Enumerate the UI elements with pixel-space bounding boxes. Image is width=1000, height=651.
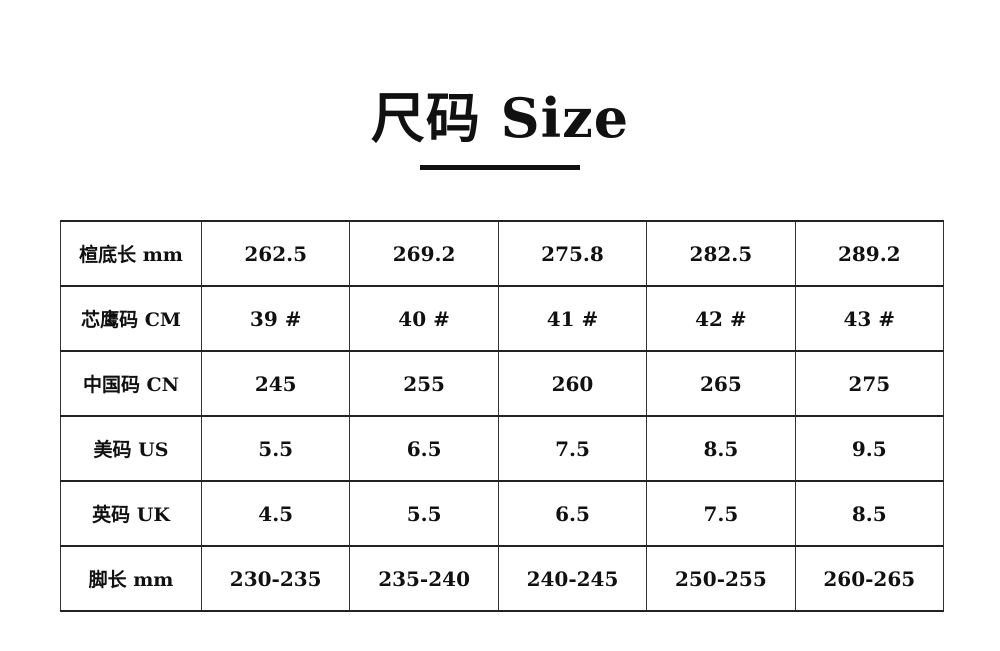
table-cell: 230-235 [200,545,351,612]
table-cell: 6.5 [497,480,648,547]
row-label: 美码 US [60,415,202,482]
table-cell: 4.5 [200,480,351,547]
table-cell: 282.5 [646,220,796,287]
row-label: 脚长 mm [60,545,202,612]
row-label: 英码 UK [60,480,202,547]
table-cell: 9.5 [794,415,945,482]
table-row: 楦底长 mm 262.5 269.2 275.8 282.5 289.2 [60,220,945,287]
table-cell: 262.5 [200,220,351,287]
table-cell: 8.5 [794,480,945,547]
table-cell: 245 [200,350,351,417]
table-cell: 275.8 [497,220,648,287]
table-row: 脚长 mm 230-235 235-240 240-245 250-255 260-265 [60,545,945,612]
table-cell: 260 [497,350,648,417]
table-row: 英码 UK 4.5 5.5 6.5 7.5 8.5 [60,480,945,547]
table-cell: 40 # [349,285,499,352]
table-cell: 250-255 [646,545,796,612]
table-cell: 269.2 [349,220,499,287]
table-row: 芯鹰码 CM 39 #40 #41 #42 #43 # [60,285,945,352]
table-cell: 275 [794,350,945,417]
page-title: 尺码 Size [370,86,630,150]
row-label: 中国码 CN [60,350,202,417]
table-cell: 41 # [497,285,648,352]
title-underline [420,165,580,170]
table-cell: 265 [646,350,796,417]
row-label: 楦底长 mm [60,220,202,287]
table-cell: 6.5 [349,415,499,482]
table-cell: 235-240 [349,545,499,612]
table-row: 美码 US 5.5 6.5 7.5 8.5 9.5 [60,415,945,482]
table-cell: 5.5 [200,415,351,482]
table-row: 中国码 CN 245 255 260 265 275 [60,350,945,417]
table-cell: 7.5 [497,415,648,482]
row-label: 芯鹰码 CM [60,285,202,352]
table-cell: 5.5 [349,480,499,547]
table-cell: 42 # [646,285,796,352]
table-cell: 7.5 [646,480,796,547]
size-table: 楦底长 mm 262.5 269.2 275.8 282.5 289.2 芯鹰码 CM 39 … [60,220,945,612]
table-cell: 43 # [794,285,945,352]
table-cell: 289.2 [794,220,945,287]
table-cell: 39 # [200,285,351,352]
table-cell: 260-265 [794,545,945,612]
table-cell: 255 [349,350,499,417]
table-cell: 8.5 [646,415,796,482]
table-cell: 240-245 [497,545,648,612]
